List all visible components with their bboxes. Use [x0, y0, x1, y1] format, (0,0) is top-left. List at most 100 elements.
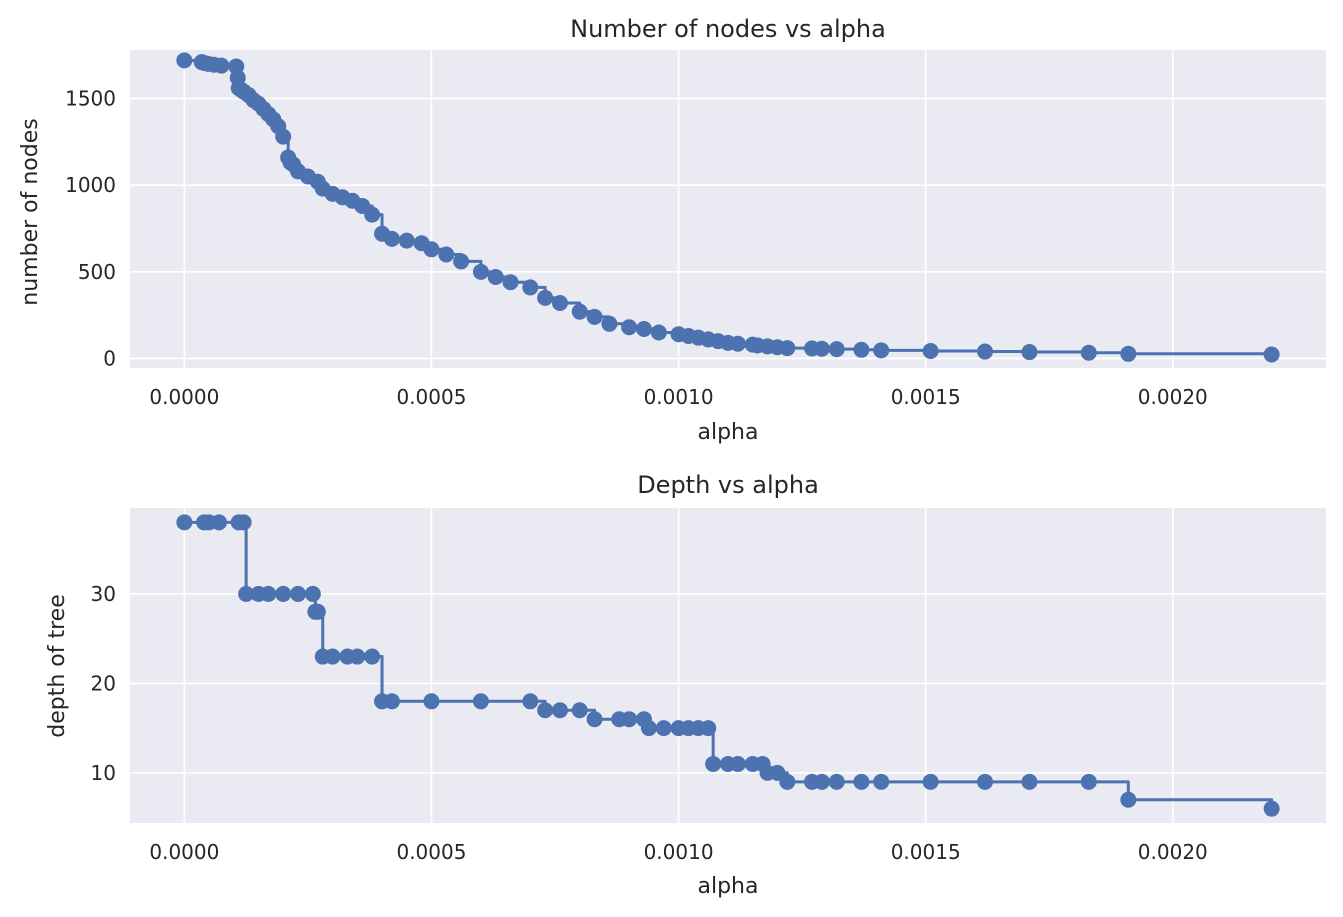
x-tick-label: 0.0010 [644, 385, 714, 409]
data-point [349, 648, 366, 665]
data-point [522, 693, 539, 710]
data-point [324, 648, 341, 665]
data-point [601, 315, 618, 332]
data-point [260, 585, 277, 602]
data-point [813, 340, 830, 357]
data-point [1021, 773, 1038, 790]
data-point [853, 773, 870, 790]
data-point [1021, 344, 1038, 361]
x-tick-label: 0.0005 [396, 385, 466, 409]
x-tick-label: 0.0010 [644, 840, 714, 864]
data-point [290, 585, 307, 602]
data-point [655, 720, 672, 737]
data-point [383, 230, 400, 247]
y-tick-label: 1500 [65, 87, 116, 111]
data-point [571, 702, 588, 719]
data-point [729, 755, 746, 772]
data-point [828, 773, 845, 790]
data-point [873, 342, 890, 359]
data-point [1080, 344, 1097, 361]
data-point [976, 343, 993, 360]
data-point [705, 755, 722, 772]
data-point [922, 773, 939, 790]
data-point [537, 702, 554, 719]
data-point [176, 52, 193, 69]
data-point [635, 321, 652, 338]
data-point [213, 57, 230, 74]
y-tick-label: 500 [78, 260, 116, 284]
x-tick-label: 0.0015 [891, 840, 961, 864]
chart-title: Depth vs alpha [637, 471, 819, 499]
data-point [551, 295, 568, 312]
data-point [364, 648, 381, 665]
data-point [210, 514, 227, 531]
data-point [621, 319, 638, 336]
data-point [1120, 791, 1137, 808]
y-tick-label: 20 [91, 671, 116, 695]
data-point [502, 274, 519, 291]
data-point [487, 269, 504, 286]
data-point [275, 128, 292, 145]
data-point [571, 303, 588, 320]
data-point [586, 308, 603, 325]
data-point [423, 693, 440, 710]
plot-area [130, 508, 1326, 823]
data-point [1263, 800, 1280, 817]
x-tick-label: 0.0020 [1138, 385, 1208, 409]
data-point [640, 720, 657, 737]
data-point [1120, 345, 1137, 362]
data-point [522, 279, 539, 296]
y-tick-label: 30 [91, 582, 116, 606]
data-point [304, 585, 321, 602]
data-point [813, 773, 830, 790]
gridlines [130, 508, 1326, 823]
data-point [438, 246, 455, 263]
data-point [238, 585, 255, 602]
x-tick-label: 0.0020 [1138, 840, 1208, 864]
data-point [650, 324, 667, 341]
data-point [472, 693, 489, 710]
series [176, 52, 1280, 363]
x-tick-labels: 0.0000 0.0005 0.0010 0.0015 0.0020 [149, 385, 1207, 409]
data-point [922, 343, 939, 360]
data-point [364, 206, 381, 223]
x-axis-title: alpha [698, 420, 759, 445]
data-point [729, 335, 746, 352]
y-tick-labels: 0 500 1000 1500 [65, 87, 116, 371]
series [176, 514, 1280, 817]
data-point [275, 585, 292, 602]
x-tick-label: 0.0000 [149, 840, 219, 864]
depth-vs-alpha-chart: 0.0000 0.0005 0.0010 0.0015 0.0020 10 20 30 De… [45, 471, 1326, 899]
data-point [176, 514, 193, 531]
data-point [235, 514, 252, 531]
data-point [383, 693, 400, 710]
plot-area [130, 50, 1326, 368]
data-point [472, 263, 489, 280]
data-point [551, 702, 568, 719]
data-point [1263, 346, 1280, 363]
data-point [779, 340, 796, 357]
y-tick-label: 0 [103, 346, 116, 370]
data-point [779, 773, 796, 790]
data-point [1080, 773, 1097, 790]
data-point [398, 232, 415, 249]
x-tick-label: 0.0000 [149, 385, 219, 409]
data-point [621, 711, 638, 728]
data-point [700, 720, 717, 737]
data-point [309, 603, 326, 620]
data-point [537, 289, 554, 306]
y-axis-title: number of nodes [18, 118, 43, 305]
data-point [453, 253, 470, 270]
data-point [873, 773, 890, 790]
data-point [853, 341, 870, 358]
x-axis-title: alpha [698, 874, 759, 899]
y-tick-label: 10 [91, 761, 116, 785]
data-point [586, 711, 603, 728]
chart-title: Number of nodes vs alpha [570, 15, 886, 43]
x-tick-label: 0.0015 [891, 385, 961, 409]
data-point [423, 241, 440, 258]
y-tick-label: 1000 [65, 173, 116, 197]
nodes-vs-alpha-chart: 0.0000 0.0005 0.0010 0.0015 0.0020 0 500 1000 1… [18, 15, 1326, 445]
data-point [828, 341, 845, 358]
